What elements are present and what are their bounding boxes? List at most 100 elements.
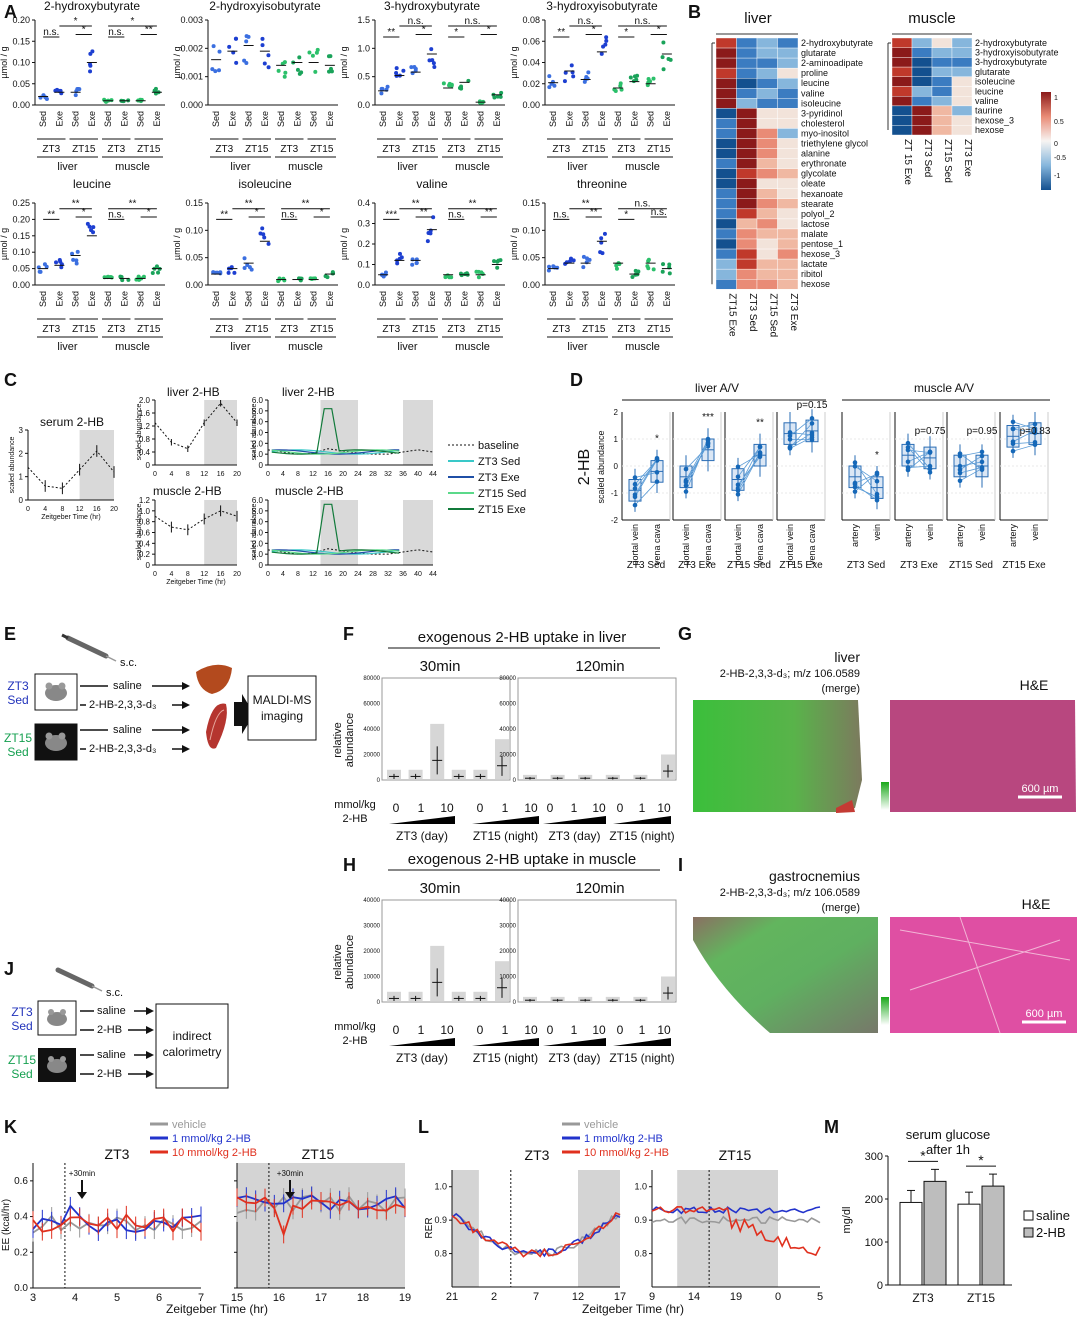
y-tick-label: 1.2 [139, 496, 151, 505]
data-point [660, 269, 665, 274]
heat-cell [736, 218, 758, 230]
heat-cell [777, 178, 799, 189]
heat-cell [715, 138, 737, 149]
data-point [432, 64, 437, 69]
x-tick-label: 4 [169, 571, 173, 578]
data-point [459, 84, 464, 89]
x-tick-label: Sed [103, 111, 113, 127]
data-point [54, 260, 59, 265]
group-label: ZT15 (night) [609, 829, 674, 843]
data-point [547, 264, 552, 269]
data-point [603, 42, 608, 47]
heat-cell [777, 77, 799, 89]
y-tick-label: 60000 [499, 702, 516, 708]
data-point [683, 466, 689, 472]
data-point [927, 470, 933, 475]
sig-label: * [131, 16, 135, 27]
heat-cell [777, 57, 799, 69]
y-tick-label: 4.0 [252, 418, 264, 427]
x-tick-label: 6 [156, 1292, 162, 1304]
heat-cell [777, 148, 799, 159]
av-subplot-muscle-1: artery vein ZT3 Sed * [841, 412, 891, 571]
data-point [246, 34, 251, 39]
x-tick-label: 8 [186, 471, 190, 478]
data-point [628, 75, 633, 80]
x-tick-label: Exe [492, 291, 502, 307]
data-point [546, 268, 551, 273]
dose-ramp-icon [613, 816, 671, 824]
data-point [426, 231, 431, 236]
sig-label: p=0.83 [1020, 426, 1051, 437]
sig-label: p=0.15 [797, 400, 828, 411]
pair-line [907, 449, 931, 454]
heat-cell [951, 37, 973, 48]
x-tick-label: Exe [662, 111, 672, 127]
zt-label: ZT3 [447, 324, 465, 335]
panel-letter-a: A [4, 2, 17, 22]
heat-cell [951, 125, 973, 136]
maldi-box [247, 675, 317, 741]
x-tick-label: Sed [211, 291, 221, 307]
x-tick-label: 16 [217, 471, 225, 478]
sig-label: ** [557, 27, 565, 38]
heat-cell [756, 148, 778, 159]
data-point [787, 437, 793, 442]
x-tick-label: Sed [71, 291, 81, 307]
y-axis-label: µmol / g [172, 46, 182, 78]
y-tick-label: 0.4 [139, 448, 151, 457]
group-label: ZT3 Exe [678, 560, 716, 571]
heat-cell [715, 208, 737, 220]
pair-line [789, 423, 813, 448]
sig-label: * [320, 207, 324, 218]
muscle-2hb-title-48h: muscle 2-HB [275, 484, 344, 498]
data-point [242, 58, 247, 63]
heat-cell [736, 279, 758, 290]
x-tick-label: Exe [394, 111, 404, 127]
panel-letter-k: K [4, 1117, 17, 1137]
x-tick-label: 28 [369, 571, 377, 578]
y-axis-label: scaled abundance [9, 436, 16, 493]
zt-label: ZT3 [215, 144, 233, 155]
y-tick-label: 0.2 [357, 239, 370, 249]
data-point [735, 474, 741, 480]
heat-row-label: pentose_1 [801, 239, 843, 249]
data-point [787, 430, 793, 435]
heat-cell [736, 258, 758, 270]
y-tick-label: 0.001 [180, 72, 203, 82]
data-point [74, 258, 79, 263]
data-point [90, 49, 95, 54]
dose-ramp-icon [389, 816, 455, 824]
y-tick-label: 0.06 [522, 36, 540, 46]
y-tick-label: 20000 [363, 753, 380, 759]
data-point [632, 502, 638, 508]
y-tick-label: 1 [19, 473, 24, 482]
night-shade [578, 1170, 620, 1287]
group-label: ZT3 Sed [847, 560, 885, 571]
x-tick-label: 5 [817, 1291, 823, 1303]
mouse-icon [45, 682, 67, 701]
y-tick-label: 0.00 [522, 100, 540, 110]
heat-cell [736, 248, 758, 260]
pair-line [1012, 423, 1036, 430]
x-tick-label: Exe [427, 111, 437, 127]
heat-cell [715, 198, 737, 210]
heat-cell [715, 188, 737, 200]
x-tick-label: 0 [266, 571, 270, 578]
data-point [957, 467, 963, 473]
x-tick-label: 19 [399, 1292, 411, 1304]
x-tick-label: 0 [26, 506, 30, 513]
dose-value: 1 [418, 801, 425, 815]
data-point [282, 278, 287, 283]
x-tick-label: Exe [292, 291, 302, 307]
x-tick-label: portal vein [681, 524, 691, 566]
tissue-label-muscle: muscle [455, 161, 490, 173]
calorimetry-box [155, 1003, 229, 1089]
he-image-liver [890, 700, 1076, 812]
y-axis-label: EE (kcal/hr) [1, 1199, 12, 1251]
x-tick-label: artery [955, 524, 965, 548]
y-tick-label: 0 [377, 778, 381, 784]
sig-label: ** [387, 27, 395, 38]
data-point [496, 258, 501, 263]
e-group1-line2: Sed [7, 693, 28, 707]
arrow-head-icon [146, 1051, 154, 1059]
